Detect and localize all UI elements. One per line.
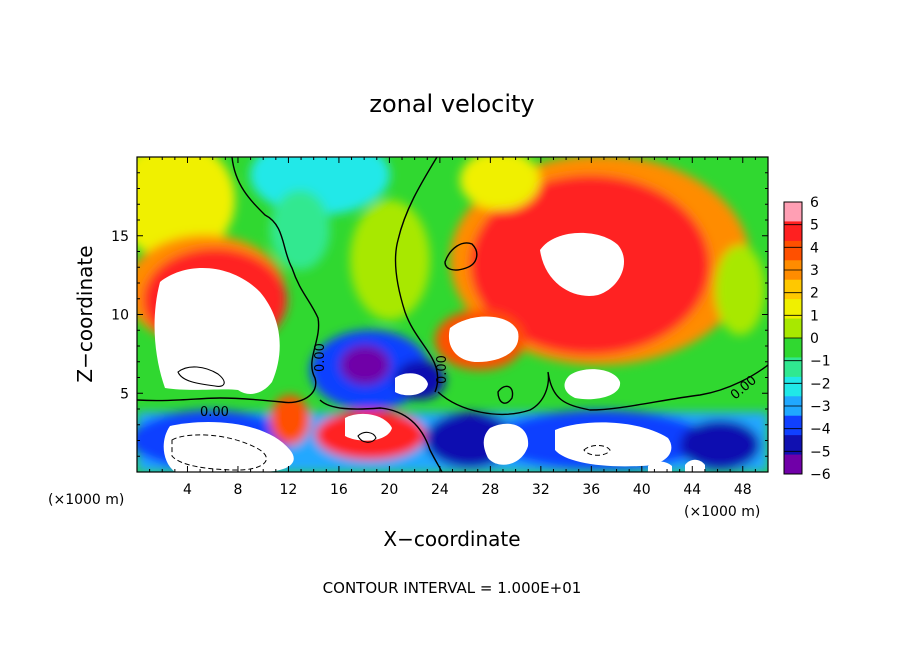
colorbar-band xyxy=(784,221,802,242)
x-tick-label: 12 xyxy=(280,482,298,498)
x-tick-label: 8 xyxy=(233,482,242,498)
negative-contours xyxy=(171,434,611,471)
colorbar-label: 2 xyxy=(810,286,819,302)
x-tick-label: 48 xyxy=(734,482,752,498)
chart-title: zonal velocity xyxy=(369,90,534,118)
x-axis: 4 8 12 16 20 24 28 32 36 40 44 48 xyxy=(149,157,756,498)
y-axis: 5 10 15 xyxy=(111,172,768,457)
colorbar-label: 3 xyxy=(810,263,819,279)
x-tick-label: 40 xyxy=(633,482,651,498)
x-tick-label: 16 xyxy=(330,482,348,498)
colorbar-band xyxy=(784,240,802,261)
x-unit-label-right: (×1000 m) xyxy=(684,504,760,520)
colorbar-band xyxy=(784,338,802,358)
y-tick-label: 10 xyxy=(111,308,129,324)
colorbar-band xyxy=(784,299,802,320)
contour-interval-note: CONTOUR INTERVAL = 1.000E+01 xyxy=(323,579,582,597)
colorbar: 6 5 4 3 2 1 0 −1 −2 −3 −4 −5 −6 xyxy=(783,195,831,483)
colorbar-label: −6 xyxy=(810,467,831,483)
colorbar-label: 4 xyxy=(810,240,819,256)
zero-contours xyxy=(137,157,768,472)
colorbar-label: −2 xyxy=(810,376,831,392)
x-tick-label: 32 xyxy=(532,482,550,498)
x-unit-label-left: (×1000 m) xyxy=(48,492,124,508)
colorbar-label: 6 xyxy=(810,195,819,211)
colorbar-band xyxy=(784,376,802,397)
x-tick-label: 36 xyxy=(582,482,600,498)
x-tick-label: 24 xyxy=(431,482,449,498)
contour-label: 0.00 xyxy=(200,405,229,420)
x-tick-label: 28 xyxy=(481,482,499,498)
colorbar-band xyxy=(784,454,802,475)
colorbar-band xyxy=(784,415,802,436)
y-tick-label: 15 xyxy=(111,229,129,245)
colorbar-label: −1 xyxy=(810,354,831,370)
contour-label: 0.00 xyxy=(313,343,328,372)
colorbar-label: 0 xyxy=(810,331,819,347)
colorbar-band xyxy=(784,357,802,378)
saturated-regions xyxy=(154,232,705,472)
colorbar-label: −5 xyxy=(810,444,831,460)
y-tick-label: 5 xyxy=(120,386,129,402)
colorbar-band xyxy=(784,202,802,222)
colorbar-band xyxy=(784,279,802,300)
y-axis-label: Z−coordinate xyxy=(73,245,97,382)
colorbar-label: −4 xyxy=(810,422,831,438)
colorbar-band xyxy=(784,435,802,456)
x-tick-label: 44 xyxy=(683,482,701,498)
x-axis-label: X−coordinate xyxy=(383,527,520,551)
x-tick-label: 20 xyxy=(380,482,398,498)
inner-contours xyxy=(177,366,377,443)
colorbar-label: 5 xyxy=(810,218,819,234)
contour-label: 0.00 xyxy=(435,355,450,384)
x-tick-label: 4 xyxy=(183,482,192,498)
colorbar-label: 1 xyxy=(810,308,819,324)
velocity-field: 0.00 0.00 0.00 0.00 xyxy=(137,157,768,472)
colorbar-label: −3 xyxy=(810,399,831,415)
colorbar-band xyxy=(784,318,802,339)
